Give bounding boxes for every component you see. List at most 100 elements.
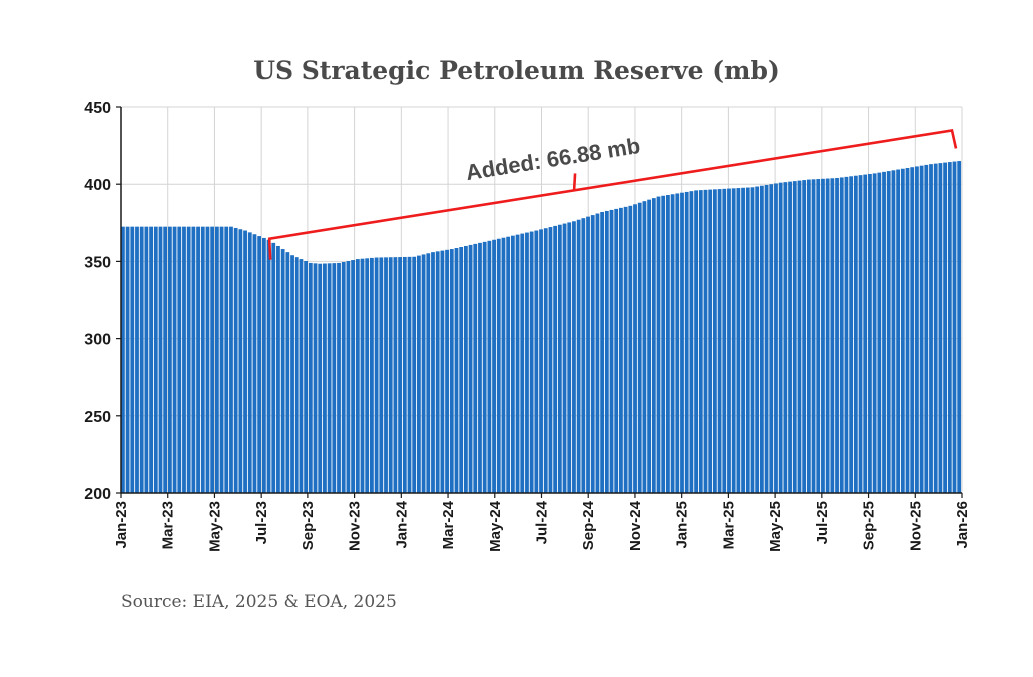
bar	[158, 226, 163, 493]
bar	[252, 234, 257, 494]
bar	[135, 226, 139, 493]
y-tick-label: 400	[84, 177, 111, 194]
bar	[816, 179, 821, 494]
bar	[703, 189, 708, 494]
x-tick-label: Jul-24	[534, 500, 551, 544]
x-tick-label: Mar-25	[720, 501, 737, 549]
bar	[825, 178, 830, 494]
bar	[468, 244, 473, 493]
x-tick-label: May-24	[487, 500, 504, 552]
source-note: Source: EIA, 2025 & EOA, 2025	[121, 592, 397, 612]
bar	[266, 239, 271, 493]
bar	[811, 179, 816, 493]
x-tick-label: Sep-24	[580, 500, 597, 550]
bar	[360, 258, 365, 493]
bar	[844, 176, 849, 493]
bar	[210, 226, 215, 493]
bar	[717, 189, 722, 493]
bar	[412, 256, 417, 493]
y-tick-label: 200	[84, 486, 111, 503]
bar	[459, 246, 464, 493]
bar	[868, 173, 872, 493]
bar	[891, 170, 896, 494]
bar	[858, 175, 863, 493]
bar	[698, 190, 703, 493]
bar	[750, 187, 755, 494]
bar	[449, 249, 454, 493]
bar	[172, 226, 177, 493]
chart-title: US Strategic Petroleum Reserve (mb)	[253, 56, 780, 85]
bar	[783, 182, 788, 493]
bar	[896, 169, 901, 493]
bar	[290, 255, 294, 493]
bar	[182, 226, 186, 493]
x-tick-label: Jan-24	[393, 500, 410, 548]
bar	[370, 257, 374, 493]
bar	[933, 163, 938, 494]
bar	[149, 226, 153, 493]
bar	[473, 243, 478, 493]
bar	[243, 230, 247, 493]
bar	[163, 226, 168, 493]
bar	[506, 236, 511, 493]
bar	[205, 226, 210, 493]
bar	[755, 186, 760, 493]
bar	[853, 175, 858, 493]
bar	[797, 180, 802, 493]
bar	[769, 184, 774, 493]
bar	[308, 262, 313, 493]
x-tick-label: Sep-23	[300, 501, 317, 550]
bar	[759, 185, 764, 494]
bar	[224, 226, 229, 493]
bar	[125, 226, 130, 493]
bar	[388, 257, 393, 493]
bar	[167, 226, 172, 493]
bar	[351, 260, 356, 493]
bar	[539, 229, 543, 494]
bar	[628, 205, 633, 493]
bar	[407, 256, 412, 493]
bar	[929, 164, 933, 493]
bar	[619, 207, 623, 493]
y-tick-label: 450	[84, 100, 111, 117]
bar	[872, 173, 877, 493]
bar	[938, 163, 943, 493]
bar	[957, 161, 962, 494]
bar	[675, 193, 680, 493]
bar	[492, 239, 496, 493]
bar	[689, 191, 694, 493]
bar	[323, 263, 327, 493]
bar	[454, 248, 459, 493]
x-tick-label: Jan-23	[113, 501, 130, 549]
bar	[708, 189, 713, 493]
bar	[384, 257, 388, 493]
bar	[482, 241, 487, 493]
bar	[416, 255, 421, 493]
bar	[153, 226, 158, 493]
bar	[219, 226, 224, 493]
x-tick-label: Jul-23	[253, 501, 270, 544]
bar	[478, 242, 482, 493]
y-tick-label: 300	[84, 332, 111, 349]
bar	[186, 226, 191, 493]
bar	[402, 256, 407, 493]
bar	[778, 182, 783, 493]
bar	[139, 226, 144, 493]
bar	[496, 238, 501, 493]
bar	[590, 215, 595, 493]
bar	[337, 262, 341, 493]
bar	[520, 233, 525, 494]
bar	[900, 168, 905, 493]
bar	[463, 245, 468, 493]
bar	[849, 176, 854, 494]
bar	[525, 232, 529, 493]
bar	[741, 187, 745, 494]
bar	[839, 177, 844, 493]
bar	[745, 187, 750, 494]
bar	[609, 209, 614, 493]
x-tick-label: Jan-26	[954, 501, 971, 549]
bar	[661, 195, 666, 493]
bar	[567, 222, 572, 493]
